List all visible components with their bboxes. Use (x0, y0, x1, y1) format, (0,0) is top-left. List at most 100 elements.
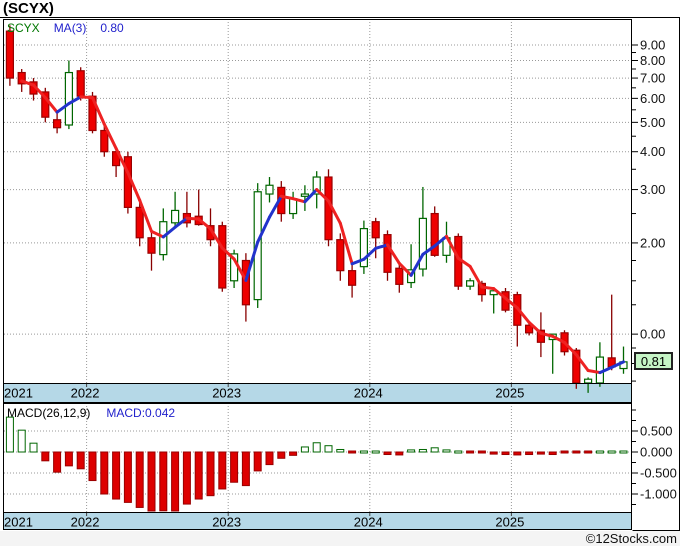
macd-bar (5, 416, 14, 453)
ma-line-segment (362, 246, 378, 261)
macd-legend: MACD(26,12,9) MACD:0.042 (7, 406, 175, 420)
ma-line-segment (32, 83, 47, 100)
candle-body (359, 227, 368, 268)
candle-body (17, 71, 26, 85)
x-axis-band-macd (3, 512, 632, 530)
ma-line-segment (504, 296, 519, 310)
candle-body (466, 280, 475, 287)
macd-panel-border (3, 403, 632, 530)
ma-line-segment (574, 353, 590, 373)
candle-body (171, 209, 180, 224)
ma-line-segment (303, 188, 319, 204)
macd-tick-label: 0.500 (640, 424, 673, 439)
macd-bar (112, 451, 121, 500)
candle-body (477, 282, 486, 296)
ma-line-segment (598, 365, 614, 375)
macd-bar (536, 451, 545, 455)
macd-bar (513, 451, 522, 456)
macd-bar (348, 450, 357, 454)
ma-line-segment (161, 225, 177, 239)
candle-body (430, 212, 439, 256)
candle-body (265, 184, 274, 195)
candle-body (289, 198, 298, 215)
macd-bar (123, 451, 132, 503)
ma-line-segment (232, 257, 248, 282)
macd-bar (619, 450, 628, 454)
window-title: (SCYX) (3, 0, 54, 17)
candle-body (147, 237, 156, 254)
macd-bar (312, 442, 321, 453)
year-label: 2021 (4, 515, 33, 530)
ma-line-segment (79, 95, 94, 100)
ma-line-segment (386, 243, 401, 265)
ma-line-segment (397, 261, 413, 277)
ma-line-segment (563, 341, 578, 357)
legend-ma-value: 0.80 (100, 21, 124, 35)
ma-line-segment (515, 306, 531, 324)
macd-tick-label: -0.500 (640, 466, 677, 481)
macd-bar (253, 451, 262, 472)
year-label: 2022 (71, 386, 100, 401)
price-tick-label: 6.00 (640, 91, 665, 106)
ma-line-segment (67, 95, 83, 106)
macd-bar (300, 446, 309, 453)
candle-body (395, 267, 404, 285)
macd-bar (53, 451, 62, 473)
macd-bar (265, 451, 274, 466)
candle-body (336, 239, 345, 272)
macd-bar (88, 451, 97, 482)
year-label: 2024 (354, 515, 383, 530)
macd-bar (41, 451, 50, 462)
ma-line-segment (445, 234, 460, 260)
ma-line-segment (55, 102, 71, 114)
ma-line-segment (256, 215, 271, 244)
main-chart-legend: SCYX MA(3) 0.80 (7, 21, 124, 35)
ma-line-segment (20, 79, 35, 87)
macd-bar (607, 450, 616, 454)
candle-body (300, 193, 309, 197)
macd-bar (289, 451, 298, 456)
price-tick-label: 4.00 (640, 144, 665, 159)
price-tick-label: 5.00 (640, 115, 665, 130)
macd-bar (182, 451, 191, 505)
x-axis-band-main (3, 383, 632, 402)
candle-body (241, 259, 250, 306)
candle-body (583, 378, 593, 384)
year-label: 2021 (4, 386, 33, 401)
ma-line-segment (586, 369, 602, 375)
macd-bar (135, 451, 144, 508)
macd-bar (147, 451, 156, 512)
ma-line-segment (433, 234, 448, 248)
macd-bar (430, 447, 439, 453)
macd-bar (230, 451, 239, 483)
macd-bar (194, 451, 203, 500)
ma-line-segment (43, 96, 59, 114)
macd-bar (359, 450, 368, 454)
macd-bar (241, 451, 250, 487)
candle-body (218, 225, 227, 289)
macd-bar (383, 451, 392, 456)
ma-line-segment (315, 188, 330, 203)
candle-body (312, 176, 321, 195)
candle-body (64, 71, 74, 126)
candle-body (76, 70, 85, 97)
macd-bar (548, 451, 557, 456)
candle-body (348, 270, 357, 286)
macd-bar (371, 450, 380, 454)
macd-bar (560, 450, 569, 454)
macd-value-label: MACD:0.042 (106, 406, 176, 420)
price-tick-label: 3.00 (640, 182, 665, 197)
macd-bar (525, 451, 534, 456)
title-divider (0, 17, 680, 18)
ma-line-segment (527, 320, 543, 335)
ma-line-segment (279, 194, 295, 201)
ma-line-segment (456, 256, 472, 268)
ma-line-segment (185, 216, 201, 221)
candle-body (135, 206, 144, 239)
ma-line-segment (126, 171, 142, 202)
ma-line-segment (220, 246, 236, 261)
macd-bar (407, 449, 416, 453)
ma-line-segment (91, 96, 106, 126)
